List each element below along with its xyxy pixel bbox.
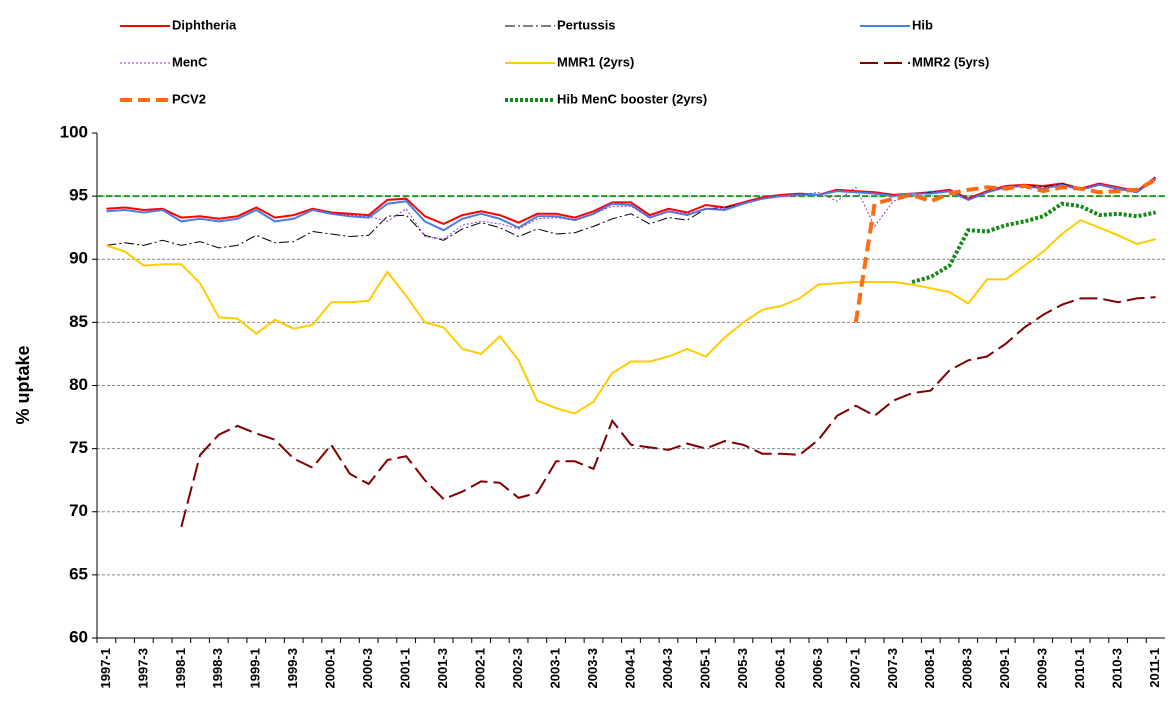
x-tick-label: 2009-1 [997,648,1012,688]
series-line [106,218,1156,415]
x-tick-label: 2008-1 [922,648,937,688]
x-tick-label: 2005-1 [697,648,712,688]
x-tick-label: 2007-3 [885,648,900,688]
y-tick-label: 85 [69,312,88,331]
y-tick-label: 65 [69,564,88,583]
x-tick-label: 2010-3 [1110,648,1125,688]
x-tick-label: 1998-3 [210,648,225,688]
series-line [180,296,1156,528]
x-tick-label: 2004-3 [660,648,675,688]
y-tick-label: 95 [69,186,88,205]
x-tick-label: 2002-3 [510,648,525,688]
x-tick-label: 2002-1 [473,648,488,688]
x-tick-label: 2000-3 [360,648,375,688]
x-tick-label: 2001-3 [435,648,450,688]
x-tick-label: 2003-3 [585,648,600,688]
legend-label: MMR2 (5yrs) [912,54,989,69]
x-tick-label: 1997-1 [98,648,113,688]
series-line [911,201,1156,284]
x-tick-label: 1999-1 [248,648,263,688]
x-tick-label: 2006-3 [810,648,825,688]
x-tick-label: 2001-1 [398,648,413,688]
y-tick-label: 60 [69,627,88,646]
x-tick-label: 1999-3 [285,648,300,688]
legend-label: MenC [172,54,208,69]
y-axis-label: % uptake [13,345,33,424]
series-line [331,179,1156,240]
legend-label: PCV2 [172,91,206,106]
x-tick-label: 2004-1 [622,648,637,688]
x-tick-label: 2011-1 [1147,648,1162,688]
y-tick-label: 90 [69,249,88,268]
legend-label: Hib [912,17,933,32]
x-tick-label: 2008-3 [960,648,975,688]
series-line [106,176,1157,225]
legend-label: Pertussis [557,17,616,32]
x-tick-label: 1997-3 [135,648,150,688]
series-line [106,177,1157,232]
y-tick-label: 70 [69,501,88,520]
x-tick-label: 2005-3 [735,648,750,688]
x-tick-label: 2000-1 [323,648,338,688]
x-tick-label: 2009-3 [1035,648,1050,688]
legend-label: MMR1 (2yrs) [557,54,634,69]
y-tick-label: 75 [69,438,88,457]
x-tick-label: 1998-1 [173,648,188,688]
series-line [853,177,1157,323]
x-tick-label: 2007-1 [847,648,862,688]
y-tick-label: 100 [60,122,88,141]
x-tick-label: 2003-1 [547,648,562,688]
legend-label: Hib MenC booster (2yrs) [557,91,707,106]
x-tick-label: 2006-1 [772,648,787,688]
y-tick-label: 80 [69,375,88,394]
x-tick-label: 2010-1 [1072,648,1087,688]
legend-label: Diphtheria [172,17,237,32]
